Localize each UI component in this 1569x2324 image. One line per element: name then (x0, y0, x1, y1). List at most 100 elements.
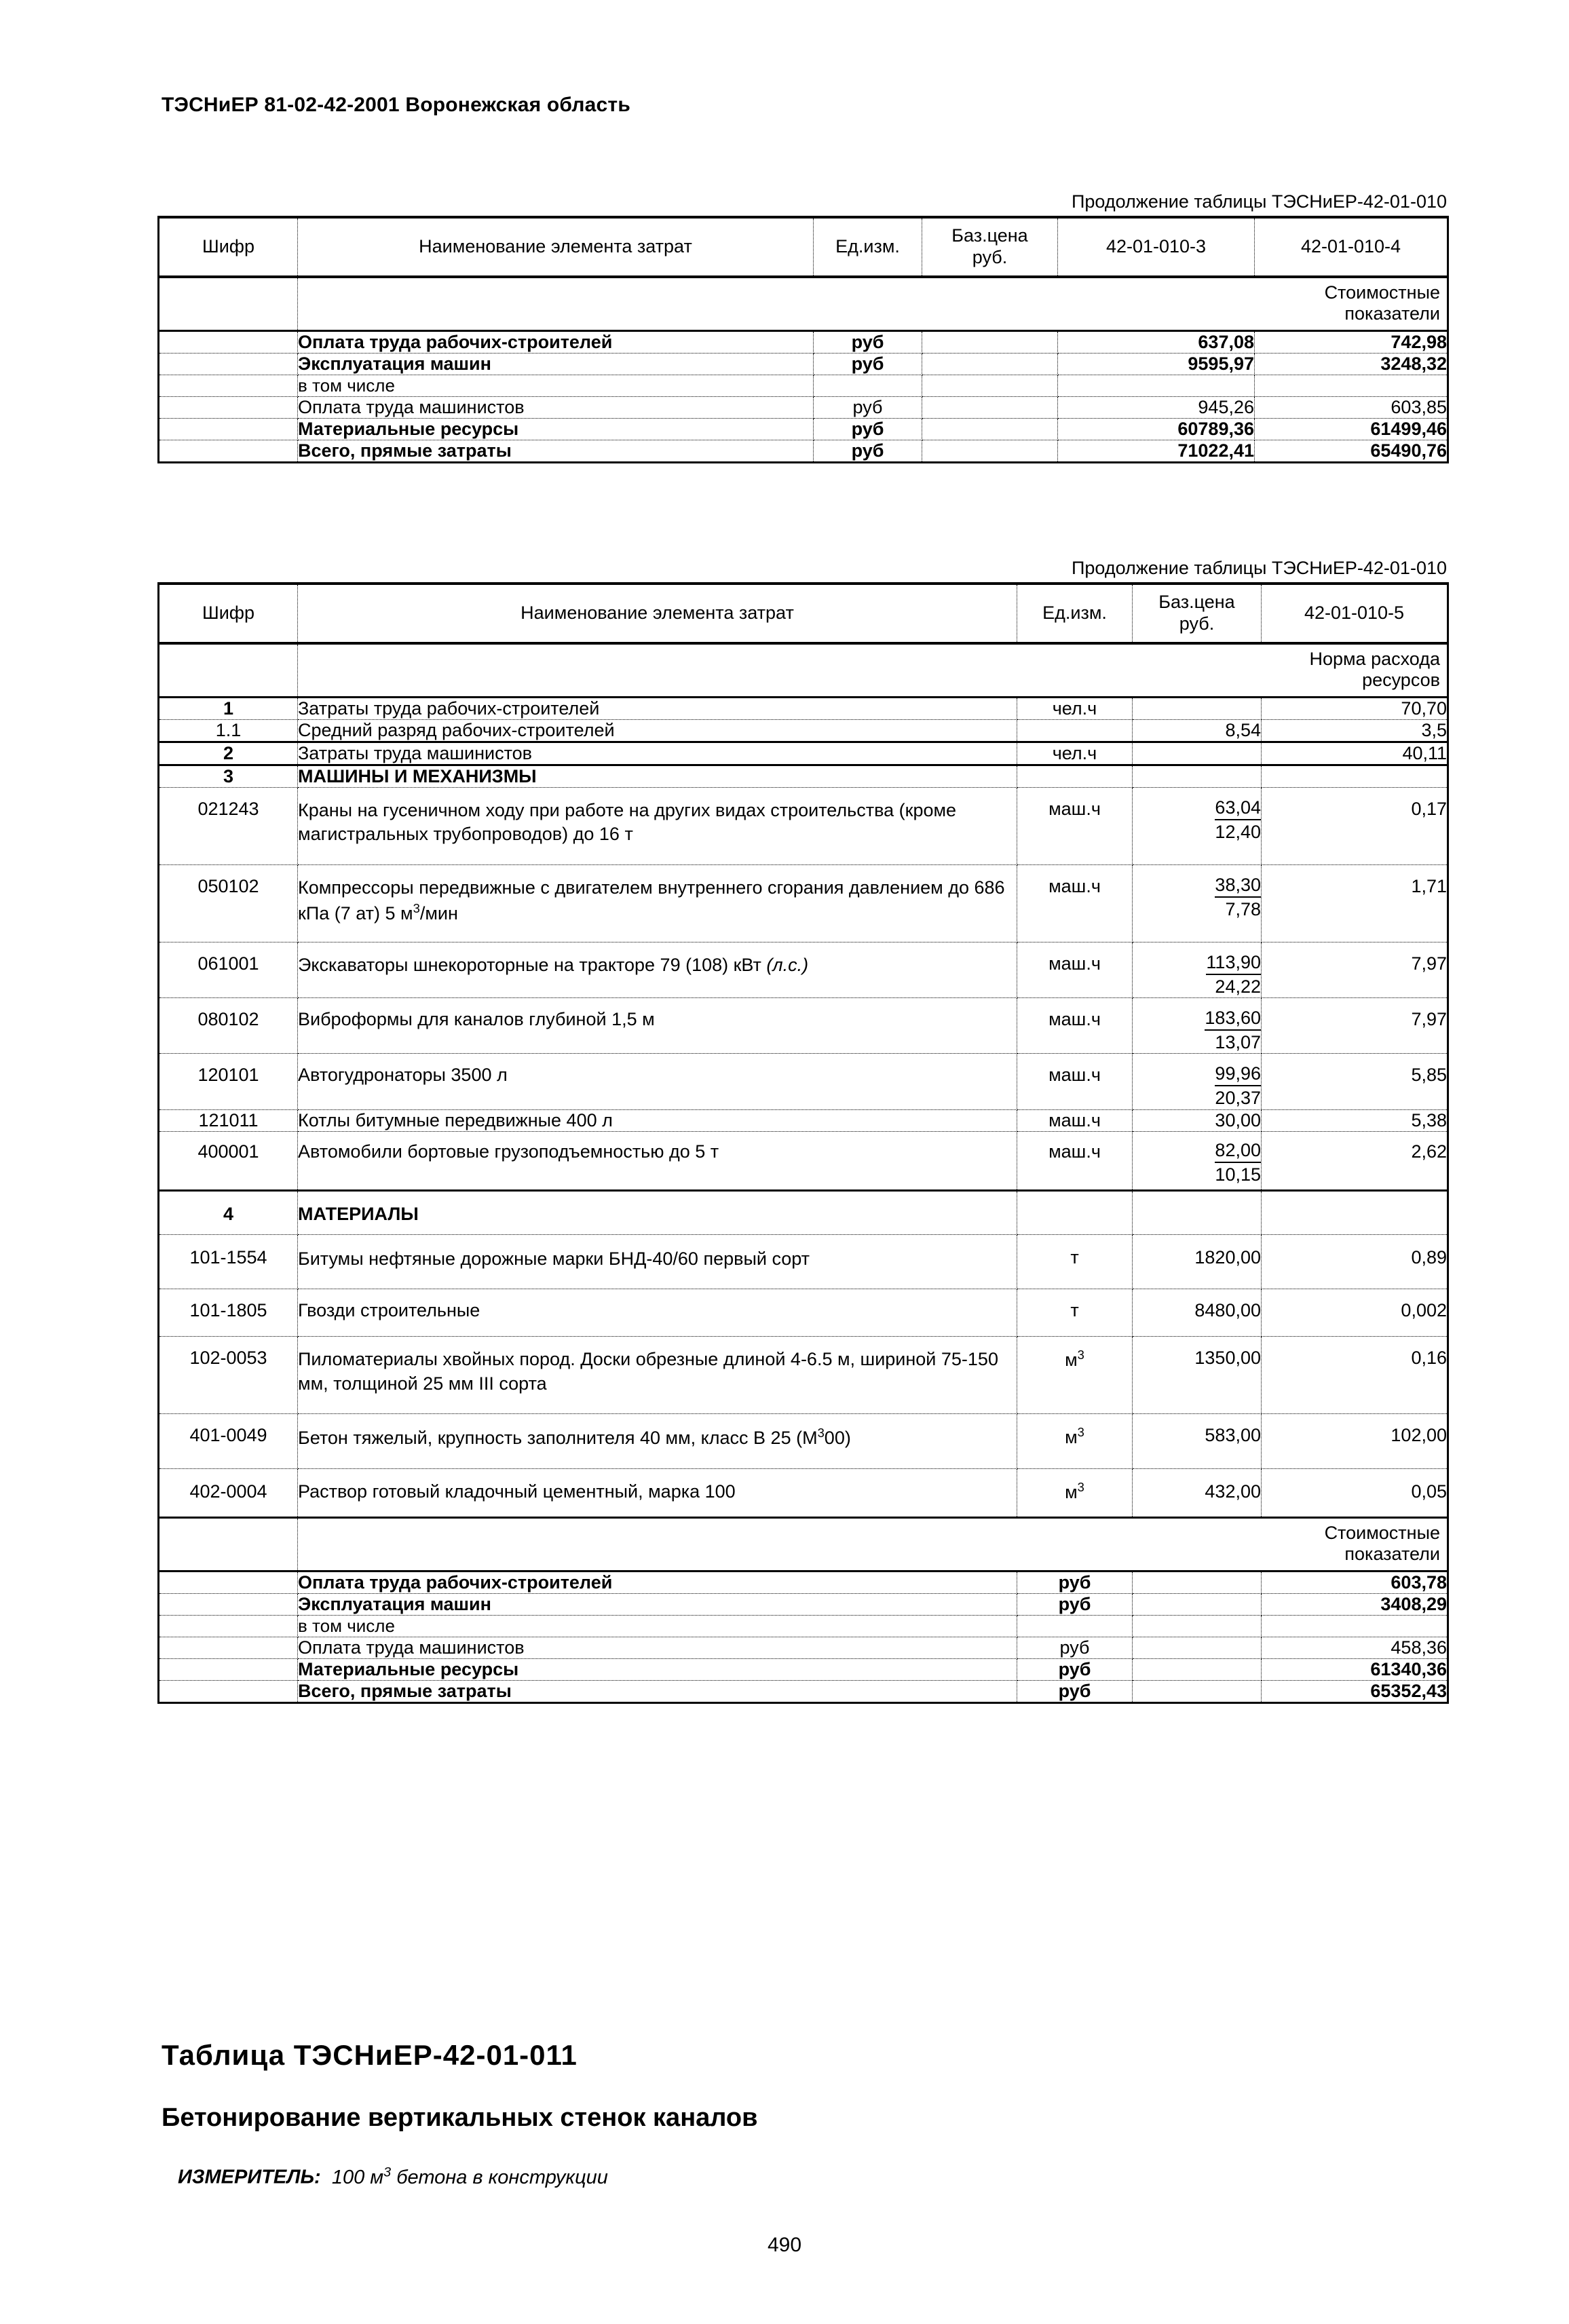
cell-variant-3 (1057, 374, 1255, 397)
band-label-cost: Стоимостные показатели (1254, 276, 1449, 332)
cell-variant-5: 2,62 (1261, 1130, 1449, 1192)
cell-variant-4: 742,98 (1254, 330, 1449, 354)
cell-name: Пиломатериалы хвойных пород. Доски обрез… (297, 1336, 1017, 1415)
col-header-variant-4: 42-01-010-4 (1254, 216, 1449, 278)
band-spacer-3 (1017, 1517, 1133, 1572)
table1-continuation-caption: Продолжение таблицы ТЭСНиЕР-42-01-010 (1072, 191, 1447, 212)
cell-code (157, 1615, 298, 1637)
cell-unit (1017, 764, 1133, 788)
cell-unit: маш.ч (1017, 786, 1133, 865)
col-header-name: Наименование элемента затрат (297, 216, 814, 278)
cell-code: 050102 (157, 864, 298, 943)
cell-unit: маш.ч (1017, 997, 1133, 1054)
table-row: 121011 Котлы битумные передвижные 400 л … (157, 1109, 1449, 1132)
cell-base-price: 8,54 (1132, 719, 1262, 743)
cell-name: Оплата труда рабочих-строителей (297, 1571, 1017, 1594)
cell-variant-5: 7,97 (1261, 942, 1449, 999)
col-header-variant-3: 42-01-010-3 (1057, 216, 1255, 278)
cell-code: 102-0053 (157, 1336, 298, 1415)
table-row: Всего, прямые затраты руб 65352,43 (157, 1680, 1449, 1704)
cell-code: 402-0004 (157, 1468, 298, 1519)
base-price-denominator: 24,22 (1215, 976, 1261, 997)
cell-variant-5: 3,5 (1261, 719, 1449, 743)
next-table-subtitle: Бетонирование вертикальных стенок канало… (162, 2103, 758, 2132)
cell-variant-5: 0,002 (1261, 1289, 1449, 1337)
col-header-unit: Ед.изм. (1017, 582, 1133, 645)
cell-variant-4: 3248,32 (1254, 352, 1449, 375)
cell-base-price (922, 417, 1058, 440)
table-row: 120101 Автогудронаторы 3500 л маш.ч 99,9… (157, 1053, 1449, 1110)
cell-variant-4: 603,85 (1254, 396, 1449, 419)
cell-variant-5 (1261, 764, 1449, 788)
cell-variant-5: 0,05 (1261, 1468, 1449, 1519)
cell-base-price: 113,90 24,22 (1132, 942, 1262, 999)
cell-base-price: 82,00 10,15 (1132, 1130, 1262, 1192)
table-row: 061001 Экскаваторы шнекороторные на трак… (157, 942, 1449, 999)
table-row: 102-0053 Пиломатериалы хвойных пород. До… (157, 1336, 1449, 1415)
cell-variant-5: 102,00 (1261, 1413, 1449, 1469)
cell-base-price: 38,30 7,78 (1132, 864, 1262, 943)
cell-unit: м3 (1017, 1336, 1133, 1415)
section-number: 3 (157, 764, 298, 788)
cell-variant-5: 70,70 (1261, 696, 1449, 720)
table-row: Эксплуатация машин руб 9595,97 3248,32 (157, 352, 1449, 375)
cell-variant-5: 458,36 (1261, 1637, 1449, 1659)
cell-code: 1.1 (157, 719, 298, 743)
cell-unit: руб (813, 439, 922, 463)
cell-code (157, 439, 298, 463)
cell-name: Всего, прямые затраты (297, 439, 814, 463)
table-row: 101-1554 Битумы нефтяные дорожные марки … (157, 1234, 1449, 1290)
band-label-cost: Стоимостные показатели (1261, 1517, 1449, 1572)
base-price-line2: руб. (972, 246, 1008, 267)
base-price-numerator: 183,60 (1205, 1008, 1261, 1031)
cell-unit: маш.ч (1017, 1053, 1133, 1110)
cell-code (157, 352, 298, 375)
measurement-value: 100 м3 бетона в конструкции (326, 2165, 608, 2188)
table-row: 402-0004 Раствор готовый кладочный цемен… (157, 1468, 1449, 1519)
table-row: 1.1 Средний разряд рабочих-строителей 8,… (157, 719, 1449, 743)
table-row: Материальные ресурсы руб 60789,36 61499,… (157, 417, 1449, 440)
base-price-numerator: 63,04 (1215, 797, 1261, 820)
cell-unit: маш.ч (1017, 1109, 1133, 1132)
base-price-fraction: 183,60 13,07 (1205, 1008, 1261, 1053)
cell-unit: руб (813, 330, 922, 354)
table-row: Оплата труда рабочих-строителей руб 637,… (157, 330, 1449, 354)
cell-base-price: 183,60 13,07 (1132, 997, 1262, 1054)
measurement-label: ИЗМЕРИТЕЛЬ: (178, 2166, 321, 2188)
cell-name: Компрессоры передвижные с двигателем вну… (297, 864, 1017, 943)
table1-header-row: Шифр Наименование элемента затрат Ед.изм… (157, 216, 1449, 278)
cell-base-price (1132, 1658, 1262, 1681)
table-row: 401-0049 Бетон тяжелый, крупность заполн… (157, 1413, 1449, 1469)
cell-base-price: 8480,00 (1132, 1289, 1262, 1337)
cell-variant-5: 65352,43 (1261, 1680, 1449, 1704)
cell-unit: руб (813, 352, 922, 375)
measurement-unit-note: ИЗМЕРИТЕЛЬ: 100 м3 бетона в конструкции (178, 2165, 608, 2189)
cell-base-price: 63,04 12,40 (1132, 786, 1262, 865)
band-label-norm: Норма расхода ресурсов (1261, 643, 1449, 698)
cell-base-price (922, 330, 1058, 354)
band-spacer-3 (813, 276, 922, 332)
band-spacer (157, 643, 298, 698)
cell-code (157, 330, 298, 354)
cell-unit: руб (1017, 1593, 1133, 1616)
band-spacer (157, 1517, 298, 1572)
band-spacer-4 (1132, 1517, 1262, 1572)
cell-variant-5: 5,85 (1261, 1053, 1449, 1110)
cell-name: Бетон тяжелый, крупность заполнителя 40 … (297, 1413, 1017, 1469)
base-price-denominator: 13,07 (1215, 1032, 1261, 1053)
col-header-unit: Ед.изм. (813, 216, 922, 278)
cell-name: Затраты труда машинистов (297, 741, 1017, 766)
cell-code: 080102 (157, 997, 298, 1054)
base-price-fraction: 113,90 24,22 (1206, 952, 1261, 997)
cell-name: Краны на гусеничном ходу при работе на д… (297, 786, 1017, 865)
cell-base-price: 1350,00 (1132, 1336, 1262, 1415)
cell-unit: т (1017, 1289, 1133, 1337)
cell-name: Виброформы для каналов глубиной 1,5 м (297, 997, 1017, 1054)
band-spacer (157, 276, 298, 332)
cell-variant-5: 1,71 (1261, 864, 1449, 943)
cell-unit: маш.ч (1017, 1130, 1133, 1192)
col-header-code: Шифр (157, 216, 298, 278)
table-row: Эксплуатация машин руб 3408,29 (157, 1593, 1449, 1616)
cell-variant-5: 603,78 (1261, 1571, 1449, 1594)
cell-variant-5: 7,97 (1261, 997, 1449, 1054)
